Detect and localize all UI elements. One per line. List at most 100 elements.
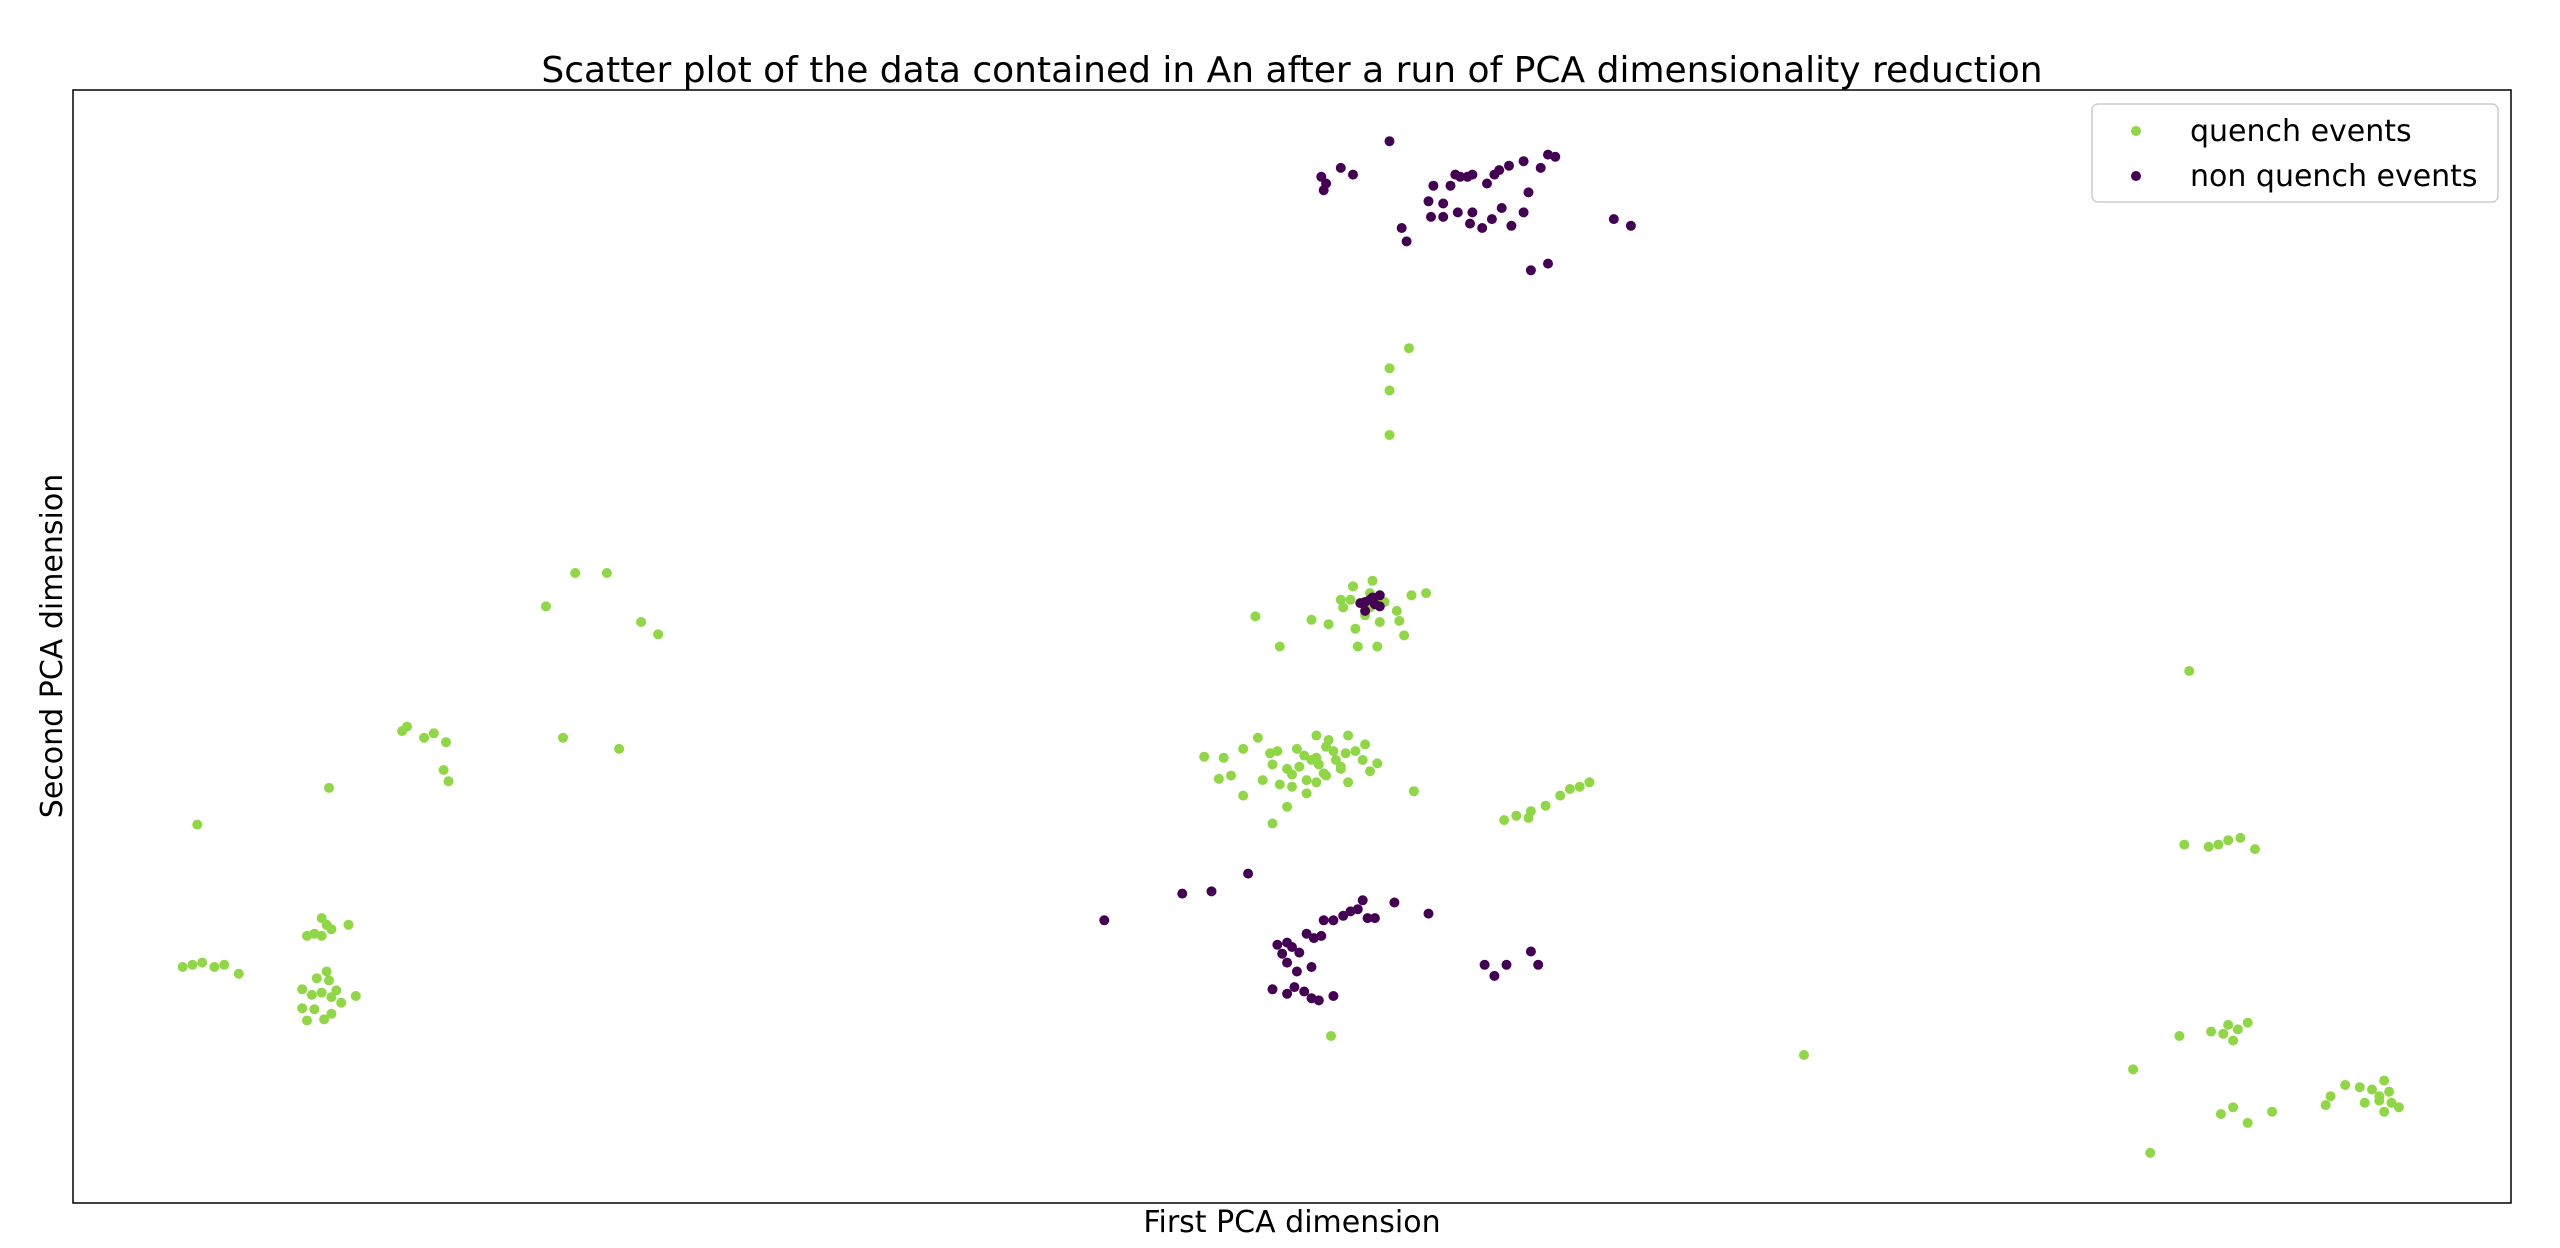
non-quench-event-point xyxy=(1291,966,1302,977)
non-quench-event-point xyxy=(1338,910,1349,921)
non-quench-event-point xyxy=(1504,160,1514,171)
quench-event-point xyxy=(187,959,198,970)
non-quench-event-point xyxy=(1428,180,1439,191)
quench-event-point xyxy=(1326,1031,1336,1041)
quench-event-point xyxy=(1365,766,1375,777)
non-quench-event-point xyxy=(1299,986,1310,997)
quench-event-point xyxy=(541,601,551,612)
quench-event-point xyxy=(197,957,208,968)
quench-event-point xyxy=(1238,743,1249,754)
quench-event-point xyxy=(219,959,230,970)
quench-event-point xyxy=(1343,730,1354,741)
legend: quench events non quench events xyxy=(2091,103,2499,203)
quench-event-point xyxy=(1267,759,1278,770)
non-quench-event-point xyxy=(1479,959,1490,970)
non-quench-event-point xyxy=(1401,236,1412,247)
quench-event-point xyxy=(1226,770,1236,781)
non-quench-event-point xyxy=(1523,187,1534,198)
quench-event-point xyxy=(1406,590,1417,601)
quench-event-point xyxy=(570,568,581,578)
plot-area xyxy=(72,89,2512,1204)
quench-event-point xyxy=(2174,1031,2185,1041)
non-quench-event-point xyxy=(1360,605,1371,616)
non-quench-event-point xyxy=(1496,203,1507,213)
chart-title: Scatter plot of the data contained in An… xyxy=(541,50,2042,91)
quench-event-point xyxy=(1374,617,1385,627)
non-quench-event-point xyxy=(1489,970,1500,981)
non-quench-event-point xyxy=(1289,982,1300,993)
non-quench-event-point xyxy=(1282,988,1293,999)
quench-event-point xyxy=(1250,611,1261,622)
quench-event-point xyxy=(1301,788,1312,799)
quench-event-point xyxy=(1394,615,1405,626)
quench-event-point xyxy=(316,987,327,998)
quench-event-point xyxy=(302,930,312,941)
non-quench-event-point xyxy=(1272,939,1283,950)
non-quench-event-point xyxy=(1318,915,1329,926)
quench-event-point xyxy=(321,966,332,977)
quench-event-point xyxy=(209,962,220,972)
quench-event-point xyxy=(1357,755,1368,765)
quench-event-point xyxy=(2340,1080,2351,1090)
quench-event-point xyxy=(1272,746,1283,757)
quench-event-point xyxy=(441,737,451,748)
quench-event-point xyxy=(1408,786,1419,797)
quench-event-point xyxy=(1323,735,1334,745)
y-axis-label: Second PCA dimension xyxy=(35,474,70,818)
quench-event-point xyxy=(2184,666,2195,676)
quench-event-point xyxy=(443,776,454,787)
legend-box xyxy=(2091,103,2499,203)
non-quench-event-point xyxy=(1438,198,1449,209)
quench-event-point xyxy=(1367,575,1378,586)
quench-event-point xyxy=(1252,732,1263,743)
quench-event-point xyxy=(1287,769,1297,780)
quench-event-point xyxy=(1799,1050,1809,1060)
non-quench-event-point xyxy=(1374,590,1385,601)
quench-event-point xyxy=(336,997,347,1008)
legend-label-quench: quench events xyxy=(2190,114,2412,149)
quench-event-point xyxy=(1313,759,1324,770)
non-quench-event-point xyxy=(1550,151,1561,162)
legend-marker-non-quench xyxy=(2131,171,2141,181)
non-quench-event-point xyxy=(1282,957,1293,968)
quench-event-point xyxy=(297,984,308,995)
quench-event-point xyxy=(601,568,612,578)
non-quench-event-point xyxy=(1287,942,1297,952)
quench-event-point xyxy=(1384,430,1395,440)
quench-event-point xyxy=(311,973,322,984)
quench-event-point xyxy=(302,1015,312,1026)
quench-event-point xyxy=(2235,832,2246,843)
non-quench-event-point xyxy=(1506,220,1517,231)
quench-event-point xyxy=(343,919,354,930)
quench-event-point xyxy=(419,732,430,743)
quench-event-point xyxy=(324,975,334,986)
non-quench-event-point xyxy=(1099,915,1110,926)
quench-event-point xyxy=(2213,839,2224,850)
quench-event-point xyxy=(2179,839,2190,850)
quench-event-point xyxy=(2354,1082,2365,1093)
quench-event-point xyxy=(2374,1091,2385,1102)
x-axis-label: First PCA dimension xyxy=(1143,1205,1440,1240)
quench-event-point xyxy=(2145,1147,2156,1158)
quench-event-point xyxy=(1338,602,1349,613)
quench-event-point xyxy=(1540,800,1551,811)
non-quench-event-point xyxy=(1445,180,1456,191)
quench-event-point xyxy=(402,721,412,732)
non-quench-event-point xyxy=(1455,171,1466,182)
quench-event-point xyxy=(1306,755,1317,765)
quench-event-point xyxy=(1218,752,1229,763)
quench-event-point xyxy=(2218,1028,2229,1039)
non-quench-event-point xyxy=(1535,162,1546,173)
quench-event-point xyxy=(2228,1102,2239,1113)
non-quench-event-point xyxy=(1518,207,1529,218)
quench-event-point xyxy=(1499,815,1510,826)
non-quench-event-point xyxy=(1313,995,1324,1006)
quench-event-point xyxy=(309,1004,320,1015)
quench-event-point xyxy=(1372,758,1383,769)
quench-event-point xyxy=(319,1014,330,1025)
quench-event-point xyxy=(1321,770,1332,781)
non-quench-event-point xyxy=(1277,948,1288,959)
legend-label-non-quench: non quench events xyxy=(2190,159,2478,194)
quench-event-point xyxy=(1360,739,1371,750)
